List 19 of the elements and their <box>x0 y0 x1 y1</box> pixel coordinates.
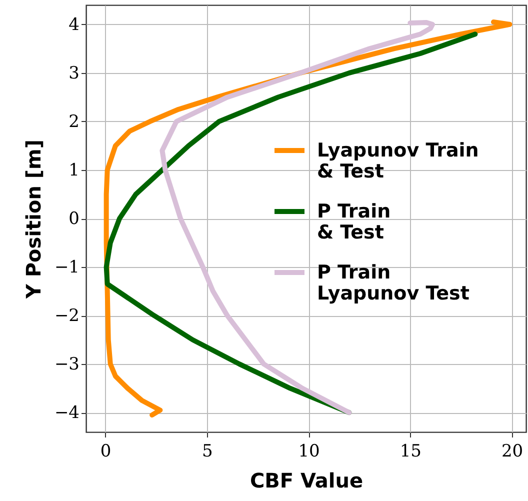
x-tick-label: 5 <box>202 442 213 462</box>
y-tick-label: 4 <box>68 14 80 35</box>
y-tick-label: −1 <box>54 258 80 278</box>
y-axis-title: Y Position [m] <box>21 139 46 300</box>
y-tick-label: 0 <box>68 209 80 229</box>
x-tick-label: 0 <box>100 442 112 462</box>
y-tick-label: −4 <box>54 403 80 424</box>
legend-label: Lyapunov Train & Test <box>317 140 479 182</box>
x-tick-label: 15 <box>400 442 422 462</box>
y-tick-label: 2 <box>68 112 80 132</box>
y-tick-label: 3 <box>68 63 80 84</box>
x-tick-label: 20 <box>501 442 524 462</box>
legend-label: P Train & Test <box>317 200 391 244</box>
y-tick-label: −2 <box>54 306 80 326</box>
x-axis-title: CBF Value <box>250 468 364 492</box>
y-tick-label: −3 <box>54 354 80 375</box>
x-tick-label: 10 <box>298 442 320 462</box>
y-tick-label: 1 <box>68 160 80 180</box>
legend-label: P Train Lyapunov Test <box>317 262 470 304</box>
